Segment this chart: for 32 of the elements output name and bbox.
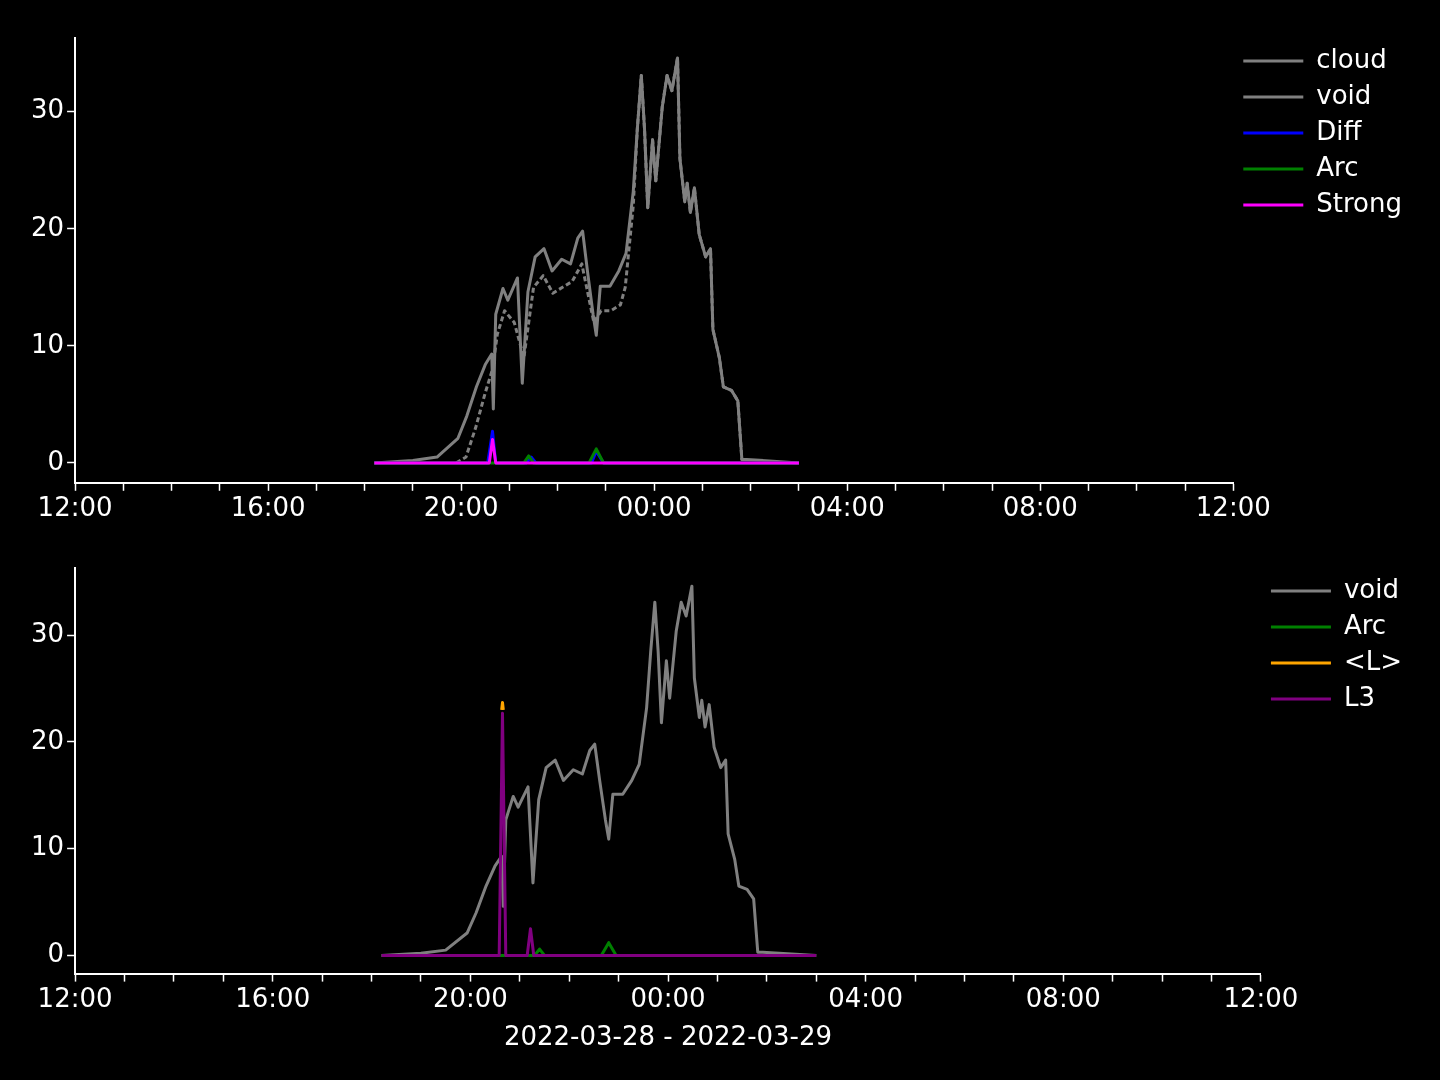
legend-label: Arc <box>1343 609 1387 640</box>
x-tick-label: 12:00 <box>37 492 113 523</box>
x-axis-title: 2022-03-28 - 2022-03-29 <box>503 1021 833 1052</box>
x-tick-label: 08:00 <box>1002 492 1078 523</box>
x-tick-label: 00:00 <box>616 492 692 523</box>
y-tick-label: 20 <box>30 211 65 242</box>
legend-label: <L> <box>1343 645 1403 676</box>
x-tick-label: 20:00 <box>423 492 499 523</box>
legend-label: Strong <box>1316 187 1403 218</box>
x-tick-label: 16:00 <box>230 492 306 523</box>
x-tick-label: 08:00 <box>1025 982 1101 1013</box>
y-tick-label: 30 <box>30 94 65 125</box>
legend-label: L3 <box>1343 681 1375 712</box>
x-tick-label: 12:00 <box>37 982 113 1013</box>
legend-label: void <box>1343 573 1399 604</box>
x-tick-label: 12:00 <box>1195 492 1271 523</box>
x-tick-label: 16:00 <box>235 982 311 1013</box>
y-tick-label: 0 <box>47 445 65 476</box>
y-tick-label: 10 <box>30 328 65 359</box>
x-tick-label: 04:00 <box>828 982 904 1013</box>
x-tick-label: 12:00 <box>1223 982 1299 1013</box>
x-tick-label: 20:00 <box>432 982 508 1013</box>
y-tick-label: 0 <box>47 938 65 969</box>
legend-label: Arc <box>1316 151 1359 182</box>
y-tick-label: 20 <box>30 724 65 755</box>
legend-label: Diff <box>1316 115 1363 146</box>
y-tick-label: 10 <box>30 831 65 862</box>
x-tick-label: 00:00 <box>630 982 706 1013</box>
legend-label: cloud <box>1316 43 1387 74</box>
legend-label: void <box>1316 79 1372 110</box>
x-tick-label: 04:00 <box>809 492 885 523</box>
y-tick-label: 30 <box>30 617 65 648</box>
